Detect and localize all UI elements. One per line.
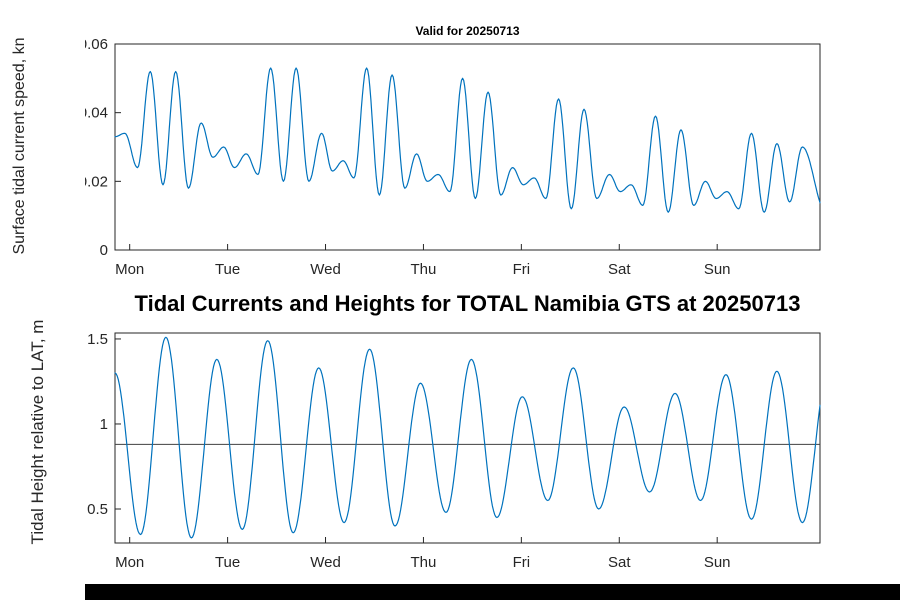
bottom-chart-title: Tidal Currents and Heights for TOTAL Nam… [134, 291, 801, 316]
x-tick-label: Wed [310, 554, 341, 571]
top-chart-title: Valid for 20250713 [415, 24, 520, 38]
x-tick-label: Mon [115, 261, 144, 278]
bottom-chart-ylabel: Tidal Height relative to LAT, m [28, 319, 47, 545]
x-tick-label: Tue [215, 261, 240, 278]
y-tick-label: 1.5 [87, 331, 108, 348]
y-tick-label: 0.04 [85, 105, 108, 122]
plot-box [114, 332, 821, 544]
x-tick-label: Sat [608, 261, 631, 278]
plot-box [114, 43, 821, 251]
x-tick-label: Wed [310, 261, 341, 278]
series-line [114, 67, 821, 213]
x-tick-label: Sat [608, 554, 631, 571]
x-tick-label: Tue [215, 554, 240, 571]
x-tick-label: Thu [411, 554, 437, 571]
x-tick-label: Fri [513, 261, 531, 278]
y-tick-label: 0.02 [85, 173, 108, 190]
x-tick-label: Sun [704, 261, 731, 278]
series-line [114, 336, 821, 539]
x-tick-label: Fri [513, 554, 531, 571]
tidal-height-chart: Mon Tue Wed Thu Fri Sat Sun 0.5 1 1.5 [87, 331, 821, 571]
bottom-black-bar [85, 584, 900, 600]
y-tick-label: 0.5 [87, 501, 108, 518]
y-tick-label: 1 [100, 416, 108, 433]
x-tick-label: Thu [411, 261, 437, 278]
y-tick-label: 0.06 [85, 36, 108, 53]
top-chart-ylabel: Surface tidal current speed, kn [11, 37, 28, 255]
current-speed-chart: Mon Tue Wed Thu Fri Sat Sun 0 0.02 0.04 0.06 [85, 36, 821, 278]
x-tick-label: Sun [704, 554, 731, 571]
x-tick-label: Mon [115, 554, 144, 571]
y-tick-label: 0 [100, 242, 108, 259]
